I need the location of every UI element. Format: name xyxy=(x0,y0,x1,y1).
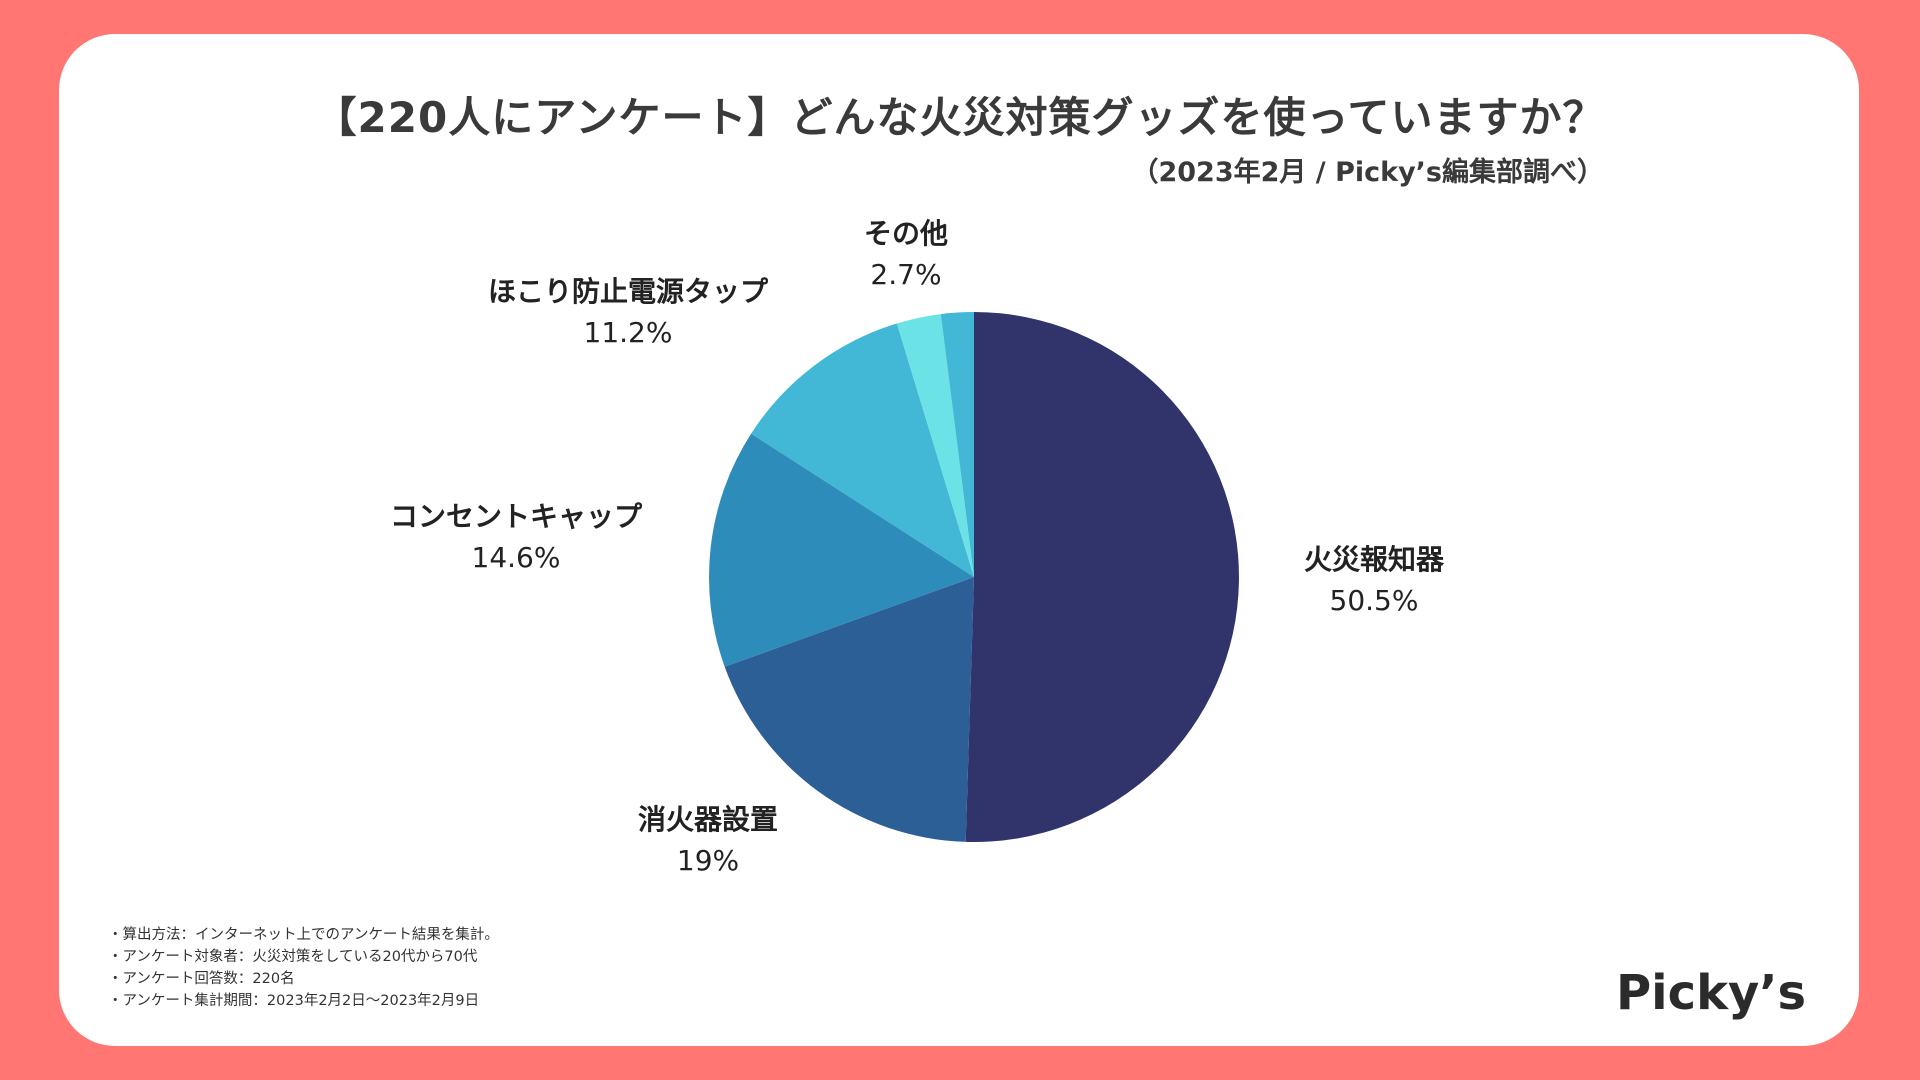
chart-title: 【220人にアンケート】どんな火災対策グッズを使っていますか？ xyxy=(314,93,1606,142)
slice-label-value: 19% xyxy=(676,843,740,877)
note-count: ・アンケート回答数：220名 xyxy=(108,971,295,987)
slice-label-value: 2.7% xyxy=(870,257,942,291)
slice-label-name: 消火器設置 xyxy=(637,803,779,836)
note-period: ・アンケート集計期間：2023年2月2日〜2023年2月9日 xyxy=(108,993,480,1009)
slice-label-value: 11.2% xyxy=(583,315,673,349)
slice-label-name: 火災報知器 xyxy=(1303,543,1445,576)
slice-label-outlet-cap: コンセントキャップ 14.6% xyxy=(390,497,642,578)
chart-subtitle: （2023年2月 / Picky’s編集部調べ） xyxy=(1131,157,1604,188)
slice-label-name: コンセントキャップ xyxy=(389,500,643,533)
slice-label-extinguisher: 消火器設置 19% xyxy=(638,800,778,881)
slice-label-other: その他 2.7% xyxy=(864,214,948,295)
slice-label-dust-tap: ほこり防止電源タップ 11.2% xyxy=(488,272,768,353)
pie-slice-1 xyxy=(724,577,974,842)
note-target: ・アンケート対象者：火災対策をしている20代から70代 xyxy=(108,949,478,965)
brand-logo: Picky’s xyxy=(1616,965,1807,1021)
pie-slice-4 xyxy=(896,314,974,577)
survey-notes: ・算出方法：インターネット上でのアンケート結果を集計。 ・アンケート対象者：火災… xyxy=(108,924,499,1012)
slice-label-value: 14.6% xyxy=(471,540,561,574)
slice-label-value: 50.5% xyxy=(1329,583,1419,617)
slice-label-name: ほこり防止電源タップ xyxy=(487,275,769,308)
note-method: ・算出方法：インターネット上でのアンケート結果を集計。 xyxy=(108,927,499,943)
slice-label-name: その他 xyxy=(863,217,949,250)
slice-label-fire-alarm: 火災報知器 50.5% xyxy=(1304,540,1444,621)
pie-slice-2 xyxy=(709,433,974,667)
pie-slice-5 xyxy=(940,312,974,577)
pie-slice-3 xyxy=(751,323,974,577)
pie-slice-0 xyxy=(965,312,1239,842)
